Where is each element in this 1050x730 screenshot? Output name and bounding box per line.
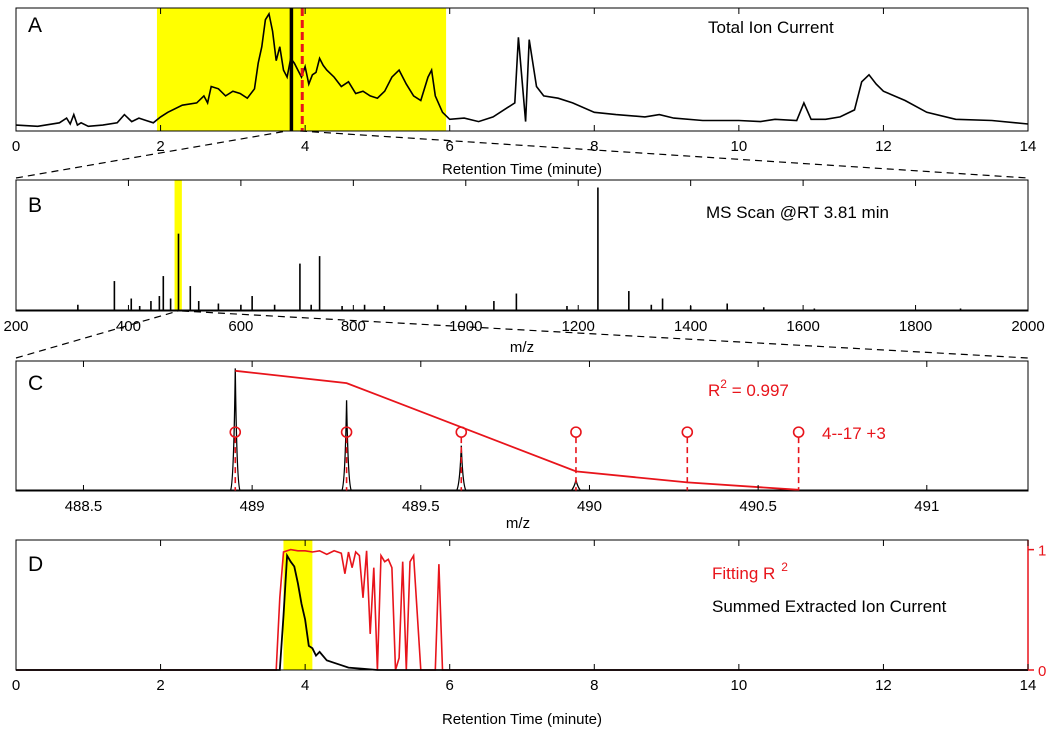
panel-c-frame xyxy=(15,360,1029,492)
charge-state-label: 4--17 +3 xyxy=(822,424,886,443)
right-axis-tick-label: 1 xyxy=(1038,543,1046,560)
isotope-peak xyxy=(455,445,467,492)
panel-b-tick-label: 1200 xyxy=(562,318,595,335)
panel-a-tick-label: 4 xyxy=(301,138,309,155)
panel-c-tick-label: 488.5 xyxy=(65,498,103,515)
panel-a-frame xyxy=(15,7,1029,132)
panel-c-tick-label: 489.5 xyxy=(402,498,440,515)
panel-b-tick-label: 800 xyxy=(341,318,366,335)
panel-b-tick-label: 200 xyxy=(3,318,28,335)
panel-c-xlabel: m/z xyxy=(506,515,530,532)
right-axis-tick-label: 0 xyxy=(1038,663,1046,680)
theoretical-marker xyxy=(229,426,242,438)
panel-b-tick-label: 1400 xyxy=(674,318,707,335)
xic-trace xyxy=(16,552,1028,671)
fit-envelope xyxy=(235,369,799,491)
panel-d-tick-label: 12 xyxy=(875,677,892,694)
panel-a-tick-label: 0 xyxy=(12,138,20,155)
panel-d-tick-label: 0 xyxy=(12,677,20,694)
panel-b-tick-label: 600 xyxy=(228,318,253,335)
panel-c: 488.5 489 489.5 490 490.5 491 C R2 = 0.997 4-… xyxy=(15,360,1029,532)
panel-d-tick-label: 4 xyxy=(301,677,309,694)
panel-b-title: MS Scan @RT 3.81 min xyxy=(706,203,889,222)
panel-d-xlabel: Retention Time (minute) xyxy=(442,711,602,728)
panel-d-tick-label: 2 xyxy=(156,677,164,694)
tic-trace xyxy=(15,11,1029,128)
theoretical-marker xyxy=(570,426,582,438)
panel-a-title: Total Ion Current xyxy=(708,18,834,37)
panel-b-tick-label: 400 xyxy=(116,318,141,335)
panel-d-tick-label: 10 xyxy=(731,677,748,694)
theoretical-marker xyxy=(340,426,353,438)
panel-b-tick-label: 2000 xyxy=(1011,318,1044,335)
panel-b: 200 400 600 800 1000 1200 1400 1600 1800 2000 B M… xyxy=(3,179,1045,356)
panel-c-letter: C xyxy=(28,372,43,395)
panel-a-tick-label: 14 xyxy=(1020,138,1037,155)
panel-b-tick-label: 1600 xyxy=(786,318,819,335)
panel-a: 0 2 4 6 8 10 12 14 A Total Ion Current Retentio… xyxy=(12,7,1037,178)
panel-c-tick-label: 490.5 xyxy=(739,498,777,515)
panel-c-tick-label: 489 xyxy=(240,498,265,515)
panel-b-frame xyxy=(15,179,1029,312)
panel-b-tick-label: 1000 xyxy=(449,318,482,335)
panel-c-tick-label: 490 xyxy=(577,498,602,515)
panel-d-letter: D xyxy=(28,553,43,576)
panel-d-tick-label: 14 xyxy=(1020,677,1037,694)
isotope-peak xyxy=(229,368,241,492)
panel-b-tick-label: 1800 xyxy=(899,318,932,335)
isotope-peak xyxy=(340,400,353,492)
panel-b-letter: B xyxy=(28,194,42,217)
theoretical-marker xyxy=(792,426,805,438)
panel-c-tick-label: 491 xyxy=(914,498,939,515)
r2-annotation: R2 = 0.997 xyxy=(708,377,789,400)
panel-a-letter: A xyxy=(28,14,42,37)
panel-b-xlabel: m/z xyxy=(510,339,534,356)
panel-a-tick-label: 2 xyxy=(156,138,164,155)
zoom-guide-right-ab xyxy=(299,130,1029,179)
panel-a-xlabel: Retention Time (minute) xyxy=(442,161,602,178)
panel-d-tick-label: 8 xyxy=(590,677,598,694)
panel-a-tick-label: 6 xyxy=(446,138,454,155)
zoom-guide-left-bc xyxy=(15,310,179,359)
zoom-guide-right-bc xyxy=(181,310,1029,359)
theoretical-marker xyxy=(681,426,694,438)
zoom-guide-left-ab xyxy=(15,130,288,179)
panel-d-highlight xyxy=(283,540,313,670)
panel-a-tick-label: 10 xyxy=(731,138,748,155)
panel-a-tick-label: 8 xyxy=(590,138,598,155)
legend-xic: Summed Extracted Ion Current xyxy=(712,597,947,616)
panel-a-tick-label: 12 xyxy=(875,138,892,155)
panel-d-tick-label: 6 xyxy=(446,677,454,694)
